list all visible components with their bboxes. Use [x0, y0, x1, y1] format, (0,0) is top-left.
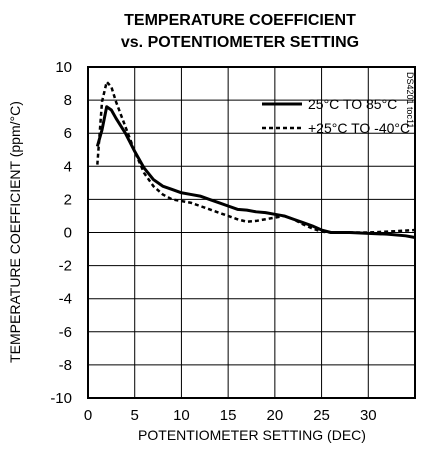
axes: 0 5 10 15 20 25 30 -10 -8 -6 -4 -2 0 2 4 6 8 10 [50, 59, 416, 424]
y-tick-label: 10 [55, 59, 72, 76]
y-tick-label: 4 [64, 158, 72, 175]
y-tick-label: -4 [59, 291, 72, 308]
x-tick-label: 0 [84, 407, 92, 424]
y-tick-label: 0 [64, 225, 72, 242]
legend-label-1: 25°C TO 85°C [308, 96, 397, 112]
figure-id-label: DS4201 toc11 [405, 72, 415, 128]
legend-label-2: +25°C TO -40°C [308, 120, 410, 136]
y-axis-label: TEMPERATURE COEFFICIENT (ppm/°C) [7, 101, 23, 363]
x-tick-label: 30 [360, 407, 377, 424]
y-tick-label: -10 [50, 390, 72, 407]
x-tick-label: 15 [220, 407, 237, 424]
x-tick-label: 10 [173, 407, 190, 424]
x-tick-label: 5 [131, 407, 139, 424]
y-tick-label: 6 [64, 125, 72, 142]
series-lines [95, 80, 416, 239]
y-tick-label: 2 [64, 191, 72, 208]
y-tick-label: -8 [59, 357, 72, 374]
x-axis-label: POTENTIOMETER SETTING (DEC) [138, 427, 366, 443]
y-tick-label: 8 [64, 92, 72, 109]
plot-frame [87, 66, 416, 399]
x-tick-label: 25 [313, 407, 330, 424]
chart-title-line-1: TEMPERATURE COEFFICIENT [124, 12, 356, 29]
y-tick-label: -6 [59, 324, 72, 341]
x-tick-label: 20 [267, 407, 284, 424]
legend: 25°C TO 85°C +25°C TO -40°C [262, 96, 410, 136]
series-line-2 [96, 80, 416, 234]
series-line-1 [95, 105, 416, 239]
y-tick-label: -2 [59, 258, 72, 275]
chart-title-line-2: vs. POTENTIOMETER SETTING [121, 34, 359, 51]
